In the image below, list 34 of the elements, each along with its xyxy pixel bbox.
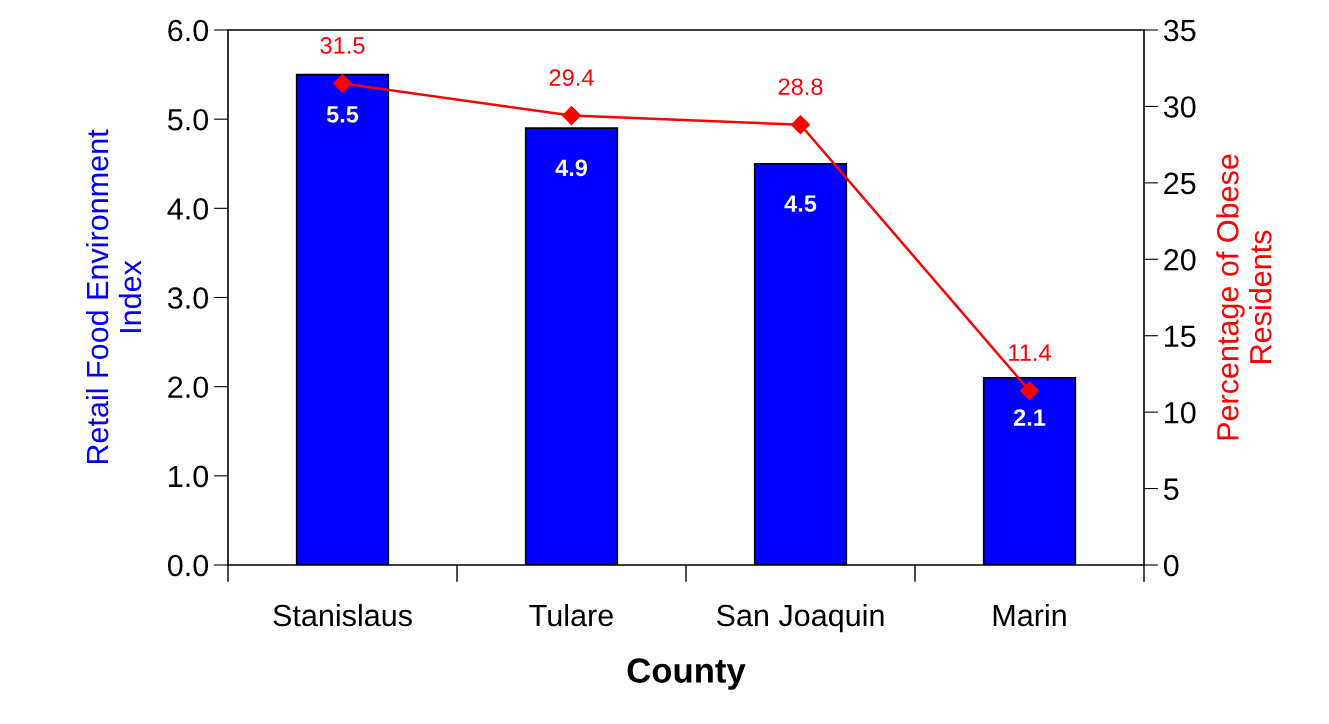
data-label: 31.5: [320, 37, 365, 54]
data-label: 4.5: [784, 195, 817, 212]
y-axis-title: Retail Food Environment Index: [85, 129, 142, 464]
y2-axis-title: Percentage of Obese Residents: [1216, 154, 1272, 440]
x-tick-label: Stanislaus: [273, 603, 412, 627]
y-tick-label: 6.0: [168, 19, 209, 42]
y-tick-label: 0.0: [167, 554, 209, 577]
data-label: 2.1: [1013, 409, 1046, 426]
x-tick-label: Tulare: [529, 603, 613, 627]
y2-tick-label: 25: [1164, 172, 1196, 195]
y-tick-label: 5.0: [168, 108, 209, 131]
y-tick-label: 3.0: [167, 287, 209, 309]
y2-tick-label: 15: [1165, 325, 1196, 348]
y-tick-label: 2.0: [168, 376, 209, 399]
y-tick-label: 1.0: [169, 465, 209, 488]
y2-tick-label: 35: [1163, 19, 1196, 42]
x-tick-label: Marin: [993, 603, 1066, 627]
y2-tick-label: 5: [1163, 478, 1179, 500]
data-label: 28.8: [778, 78, 823, 96]
data-label: 4.9: [555, 159, 588, 177]
y2-tick-label: 20: [1164, 249, 1196, 271]
x-tick-label: San Joaquin: [716, 603, 884, 633]
y2-tick-label: 30: [1163, 96, 1196, 118]
point: [332, 73, 353, 94]
point: [1019, 381, 1040, 401]
point: [561, 106, 582, 126]
point: [790, 115, 811, 135]
y2-tick-label: 10: [1165, 401, 1196, 424]
data-label: 29.4: [549, 69, 594, 86]
y2-tick-label: 0: [1163, 554, 1179, 577]
y-tick-label: 4.0: [167, 198, 209, 220]
x-axis-title: County: [627, 658, 746, 690]
data-label: 11.4: [1009, 344, 1051, 361]
data-label: 5.5: [326, 106, 359, 123]
